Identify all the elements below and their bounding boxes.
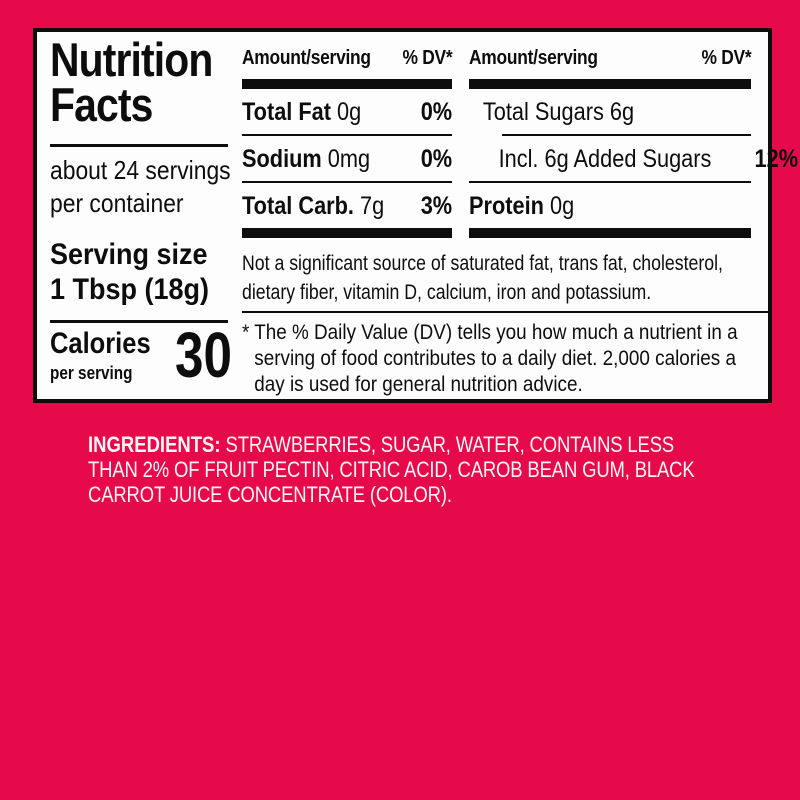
nutrient-dv: 0% (420, 145, 452, 173)
nutrient-name: Sodium (242, 145, 322, 173)
calories-label: Calories (50, 327, 151, 360)
nutrient-name: Total Fat (242, 98, 332, 126)
nutrient-dv: 3% (420, 192, 452, 220)
nutrient-amount: Incl. 6g Added Sugars (498, 145, 712, 173)
serving-size: Serving size 1 Tbsp (18g) (50, 237, 209, 307)
thick-divider (242, 228, 452, 238)
thick-divider (469, 228, 751, 238)
nutrient-column-1: Amount/serving % DV* Total Fat 0g 0% Sod… (242, 46, 452, 238)
nutrient-amount: 0g (549, 192, 575, 220)
percent-dv-header: % DV* (701, 47, 751, 69)
nutrient-name: Total Carb. (242, 192, 354, 220)
thick-divider (242, 79, 452, 89)
nutrient-amount: 7g (360, 192, 385, 220)
thin-divider (502, 134, 751, 136)
nutrient-dv: 12% (754, 145, 798, 173)
column-header: Amount/serving % DV* (469, 46, 751, 70)
percent-dv-header: % DV* (402, 47, 452, 69)
nutrient-row-total-sugars: Total Sugars 6g (469, 89, 751, 134)
nutrient-name: Protein (469, 192, 544, 220)
thin-divider (242, 134, 452, 136)
nutrient-dv: 0% (420, 98, 452, 126)
nutrient-row-total-carb: Total Carb. 7g 3% (242, 183, 452, 228)
not-significant-note: Not a significant source of saturated fa… (242, 251, 723, 304)
nutrient-amount: 0g (337, 98, 362, 126)
thin-divider (469, 181, 751, 183)
thin-divider (242, 311, 769, 313)
ingredients-text: STRAWBERRIES, SUGAR, WATER, CONTAINS LES… (88, 432, 695, 507)
nutrient-amount: Total Sugars 6g (482, 98, 635, 126)
servings-per-container: about 24 servings per container (50, 155, 231, 218)
serving-size-label: Serving size (50, 238, 208, 271)
nutrient-row-sodium: Sodium 0mg 0% (242, 136, 452, 181)
calories-value: 30 (175, 319, 232, 391)
daily-value-footnote: * The % Daily Value (DV) tells you how m… (242, 320, 738, 396)
nutrition-facts-panel: Nutrition Facts about 24 servings per co… (33, 28, 798, 403)
amount-serving-header: Amount/serving (469, 47, 598, 69)
thick-divider (469, 79, 751, 89)
title-divider (50, 144, 228, 147)
amount-serving-header: Amount/serving (242, 47, 371, 69)
nutrient-amount: 0mg (327, 145, 371, 173)
nutrient-row-protein: Protein 0g (469, 183, 751, 228)
serving-size-value: 1 Tbsp (18g) (50, 273, 210, 306)
nutrient-row-added-sugars: Incl. 6g Added Sugars 12% (469, 136, 798, 181)
footnotes: Not a significant source of saturated fa… (242, 244, 769, 397)
nutrient-column-2: Amount/serving % DV* Total Sugars 6g Inc… (469, 46, 798, 238)
ingredients-label: INGREDIENTS: (88, 432, 221, 457)
calories-per-serving-label: per serving (50, 363, 133, 383)
thin-divider (242, 181, 452, 183)
column-header: Amount/serving % DV* (242, 46, 452, 70)
nutrient-row-total-fat: Total Fat 0g 0% (242, 89, 452, 134)
ingredients-statement: INGREDIENTS: STRAWBERRIES, SUGAR, WATER,… (88, 432, 713, 507)
serving-size-divider (50, 320, 228, 323)
nutrition-facts-title: Nutrition Facts (50, 33, 213, 131)
